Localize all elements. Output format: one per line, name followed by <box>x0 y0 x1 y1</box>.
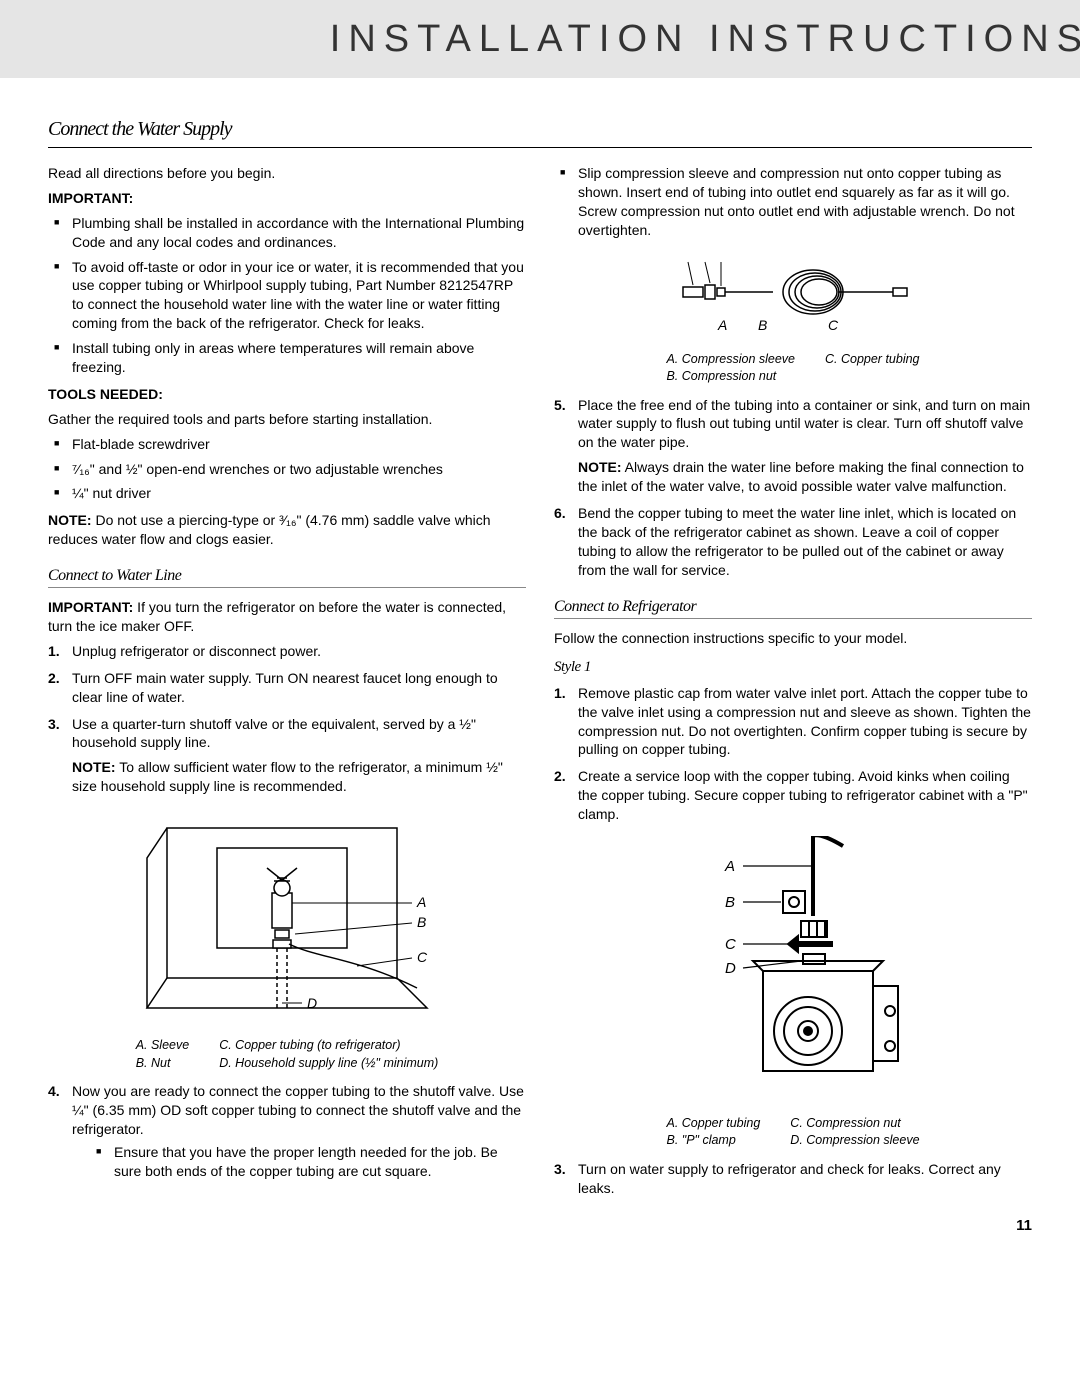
fig2-caption: A. Compression sleeve B. Compression nut… <box>554 351 1032 386</box>
fig1-caption: A. Sleeve B. Nut C. Copper tubing (to re… <box>48 1037 526 1072</box>
step: 3.Use a quarter-turn shutoff valve or th… <box>48 715 526 797</box>
note-prefix: NOTE: <box>72 759 116 775</box>
step: 3.Turn on water supply to refrigerator a… <box>554 1160 1032 1198</box>
tools-label: TOOLS NEEDED: <box>48 385 526 404</box>
step: 1.Unplug refrigerator or disconnect powe… <box>48 642 526 661</box>
step: 2.Create a service loop with the copper … <box>554 767 1032 824</box>
tool-item: ¼" nut driver <box>48 484 526 503</box>
page-number: 11 <box>1016 1217 1032 1234</box>
note-prefix: NOTE: <box>578 459 622 475</box>
figure-valve-assembly: A B C D <box>554 836 1032 1109</box>
fig3-caption: A. Copper tubing B. "P" clamp C. Compres… <box>554 1115 1032 1150</box>
important-list: Plumbing shall be installed in accordanc… <box>48 214 526 377</box>
step-text: Unplug refrigerator or disconnect power. <box>72 643 321 659</box>
important-item: Plumbing shall be installed in accordanc… <box>48 214 526 252</box>
note-prefix: NOTE: <box>48 512 92 528</box>
figure-shutoff-valve: A B C D <box>48 808 526 1031</box>
header-title: INSTALLATION INSTRUCTIONS <box>330 18 1080 61</box>
columns: Read all directions before you begin. IM… <box>48 164 1032 1206</box>
sub1-important: IMPORTANT: If you turn the refrigerator … <box>48 598 526 636</box>
intro-text: Read all directions before you begin. <box>48 164 526 183</box>
svg-text:C: C <box>828 317 839 333</box>
fig-label-a: A <box>416 894 426 910</box>
cap-c: C. Copper tubing <box>825 351 920 369</box>
tools-intro: Gather the required tools and parts befo… <box>48 410 526 429</box>
step: 2.Turn OFF main water supply. Turn ON ne… <box>48 669 526 707</box>
cap-b: B. Compression nut <box>666 368 795 386</box>
step-text: Turn OFF main water supply. Turn ON near… <box>72 670 498 705</box>
step-text: Create a service loop with the copper tu… <box>578 768 1028 822</box>
fig-label-c: C <box>417 949 428 965</box>
step: 6. Bend the copper tubing to meet the wat… <box>554 504 1032 580</box>
step-text: Use a quarter-turn shutoff valve or the … <box>72 716 476 751</box>
note-body: Always drain the water line before makin… <box>578 459 1024 494</box>
content: Connect the Water Supply Read all direct… <box>0 78 1080 1206</box>
cap-b: B. Nut <box>136 1055 190 1073</box>
sub2-rule <box>554 618 1032 619</box>
tool-item: ⁷⁄₁₆" and ½" open-end wrenches or two ad… <box>48 460 526 479</box>
step-text: Place the free end of the tubing into a … <box>578 397 1030 451</box>
step4-sublist: Ensure that you have the proper length n… <box>72 1143 526 1181</box>
note-body: Do not use a piercing-type or ³⁄₁₆" (4.7… <box>48 512 491 547</box>
right-top-item: Slip compression sleeve and compression … <box>554 164 1032 240</box>
cap-c: C. Copper tubing (to refrigerator) <box>219 1037 438 1055</box>
cap-c: C. Compression nut <box>790 1115 919 1133</box>
sub2-intro: Follow the connection instructions speci… <box>554 629 1032 648</box>
step: 5. Place the free end of the tubing into … <box>554 396 1032 496</box>
svg-text:B: B <box>725 894 735 911</box>
step-text: Remove plastic cap from water valve inle… <box>578 685 1031 758</box>
sub2-title: Connect to Refrigerator <box>554 598 1032 616</box>
figure-compression-coil: A B C <box>554 252 1032 345</box>
sub1-steps: 1.Unplug refrigerator or disconnect powe… <box>48 642 526 796</box>
right-steps-56: 5. Place the free end of the tubing into … <box>554 396 1032 580</box>
important-item: To avoid off-taste or odor in your ice o… <box>48 258 526 334</box>
fig-label-d: D <box>307 995 317 1011</box>
sub1-title: Connect to Water Line <box>48 567 526 585</box>
tools-list: Flat-blade screwdriver ⁷⁄₁₆" and ½" open… <box>48 435 526 504</box>
svg-text:C: C <box>725 936 736 953</box>
step-text: Turn on water supply to refrigerator and… <box>578 1161 1001 1196</box>
sub1-rule <box>48 587 526 588</box>
svg-text:D: D <box>725 960 736 977</box>
step-text: Now you are ready to connect the copper … <box>72 1083 524 1137</box>
svg-text:A: A <box>724 858 735 875</box>
step-note: NOTE: To allow sufficient water flow to … <box>72 758 526 796</box>
cap-d: D. Household supply line (½" minimum) <box>219 1055 438 1073</box>
cap-b: B. "P" clamp <box>666 1132 760 1150</box>
left-column: Read all directions before you begin. IM… <box>48 164 526 1206</box>
tools-note: NOTE: Do not use a piercing-type or ³⁄₁₆… <box>48 511 526 549</box>
cap-a: A. Sleeve <box>136 1037 190 1055</box>
step-note: NOTE: Always drain the water line before… <box>578 458 1032 496</box>
svg-text:B: B <box>758 317 767 333</box>
page: INSTALLATION INSTRUCTIONS Connect the Wa… <box>0 0 1080 1246</box>
cap-a: A. Copper tubing <box>666 1115 760 1133</box>
step: 1.Remove plastic cap from water valve in… <box>554 684 1032 760</box>
important-prefix: IMPORTANT: <box>48 599 133 615</box>
note-body: To allow sufficient water flow to the re… <box>72 759 503 794</box>
step-text: Bend the copper tubing to meet the water… <box>578 505 1016 578</box>
important-item: Install tubing only in areas where tempe… <box>48 339 526 377</box>
cap-d: D. Compression sleeve <box>790 1132 919 1150</box>
cap-a: A. Compression sleeve <box>666 351 795 369</box>
header-bar: INSTALLATION INSTRUCTIONS <box>0 0 1080 78</box>
right-column: Slip compression sleeve and compression … <box>554 164 1032 1206</box>
fig-label-b: B <box>417 914 426 930</box>
svg-text:A: A <box>717 317 727 333</box>
step: 4.Now you are ready to connect the coppe… <box>48 1082 526 1180</box>
style1-label: Style 1 <box>554 657 1032 677</box>
style1-steps-cont: 3.Turn on water supply to refrigerator a… <box>554 1160 1032 1198</box>
tool-item: Flat-blade screwdriver <box>48 435 526 454</box>
step6-num: 6. <box>554 504 566 523</box>
step5-num: 5. <box>554 396 566 415</box>
section-rule <box>48 147 1032 148</box>
style1-steps: 1.Remove plastic cap from water valve in… <box>554 684 1032 824</box>
section-title: Connect the Water Supply <box>48 118 1032 141</box>
sub1-steps-cont: 4.Now you are ready to connect the coppe… <box>48 1082 526 1180</box>
right-top-list: Slip compression sleeve and compression … <box>554 164 1032 240</box>
important-label: IMPORTANT: <box>48 189 526 208</box>
step4-sub: Ensure that you have the proper length n… <box>92 1143 526 1181</box>
